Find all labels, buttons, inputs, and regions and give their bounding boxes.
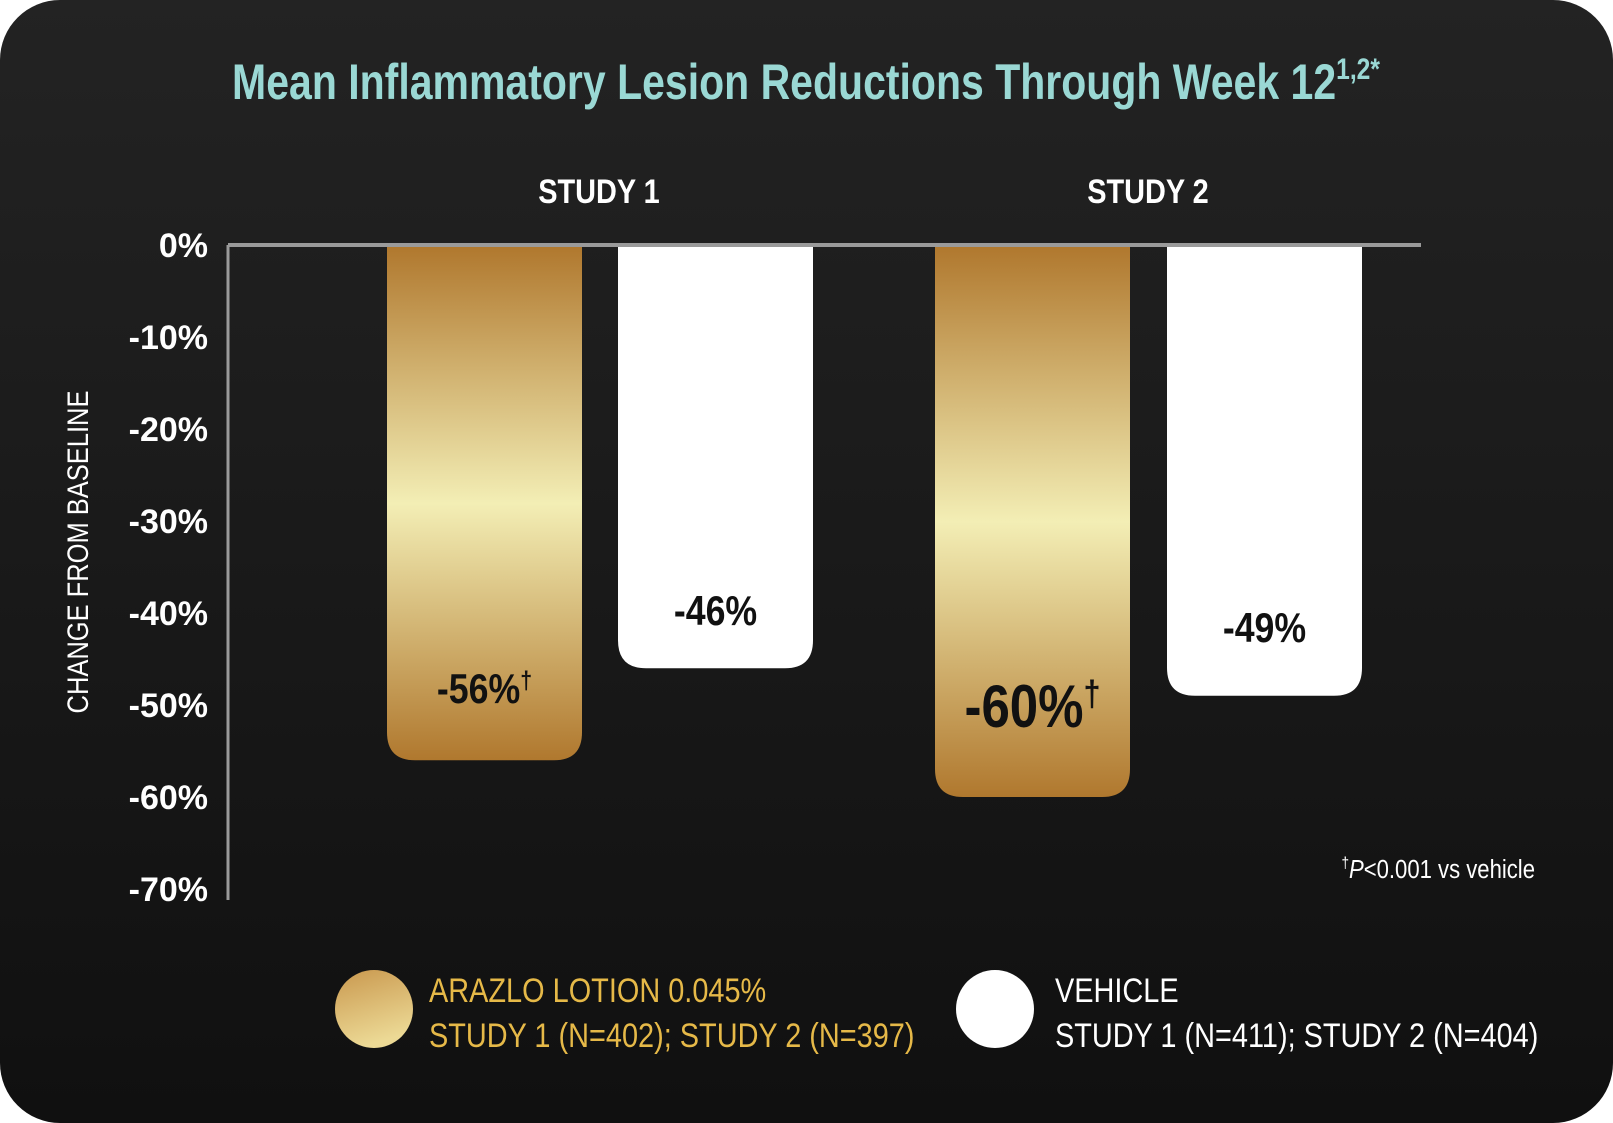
y-tick-label: -40% [129, 595, 208, 633]
legend-swatch-vehicle [956, 970, 1034, 1048]
footnote: †P<0.001 vs vehicle [1341, 855, 1535, 884]
y-axis-label: CHANGE FROM BASELINE [61, 391, 94, 714]
legend-swatch-arazlo [335, 970, 413, 1048]
legend-detail-vehicle: STUDY 1 (N=411); STUDY 2 (N=404) [1055, 1016, 1538, 1055]
y-tick-label: -50% [129, 687, 208, 725]
bar-arazlo [387, 247, 582, 761]
y-tick-label: -10% [129, 319, 208, 357]
legend-label-vehicle: VEHICLE [1055, 971, 1179, 1010]
title-superscript: 1,2* [1336, 52, 1380, 86]
bar-value-label: -56%† [437, 666, 532, 713]
bar-value-label: -46% [674, 588, 757, 634]
bar-value-label: -49% [1223, 605, 1306, 651]
bar-vehicle [1167, 247, 1362, 696]
category-label: STUDY 1 [538, 172, 660, 211]
y-tick-label: -30% [129, 503, 208, 541]
bar-value-label: -60%† [964, 673, 1100, 740]
y-tick-label: -60% [129, 779, 208, 817]
y-tick-label: -70% [129, 871, 208, 909]
chart-title: Mean Inflammatory Lesion Reductions Thro… [232, 52, 1380, 110]
y-tick-label: 0% [159, 227, 208, 265]
bar-vehicle [618, 247, 813, 669]
y-tick-label: -20% [129, 411, 208, 449]
legend-label-arazlo: ARAZLO LOTION 0.045% [429, 971, 766, 1010]
legend-detail-arazlo: STUDY 1 (N=402); STUDY 2 (N=397) [429, 1016, 915, 1055]
legend: ARAZLO LOTION 0.045% STUDY 1 (N=402); ST… [335, 970, 1538, 1055]
category-label: STUDY 2 [1087, 172, 1209, 211]
bar-arazlo [935, 247, 1130, 797]
